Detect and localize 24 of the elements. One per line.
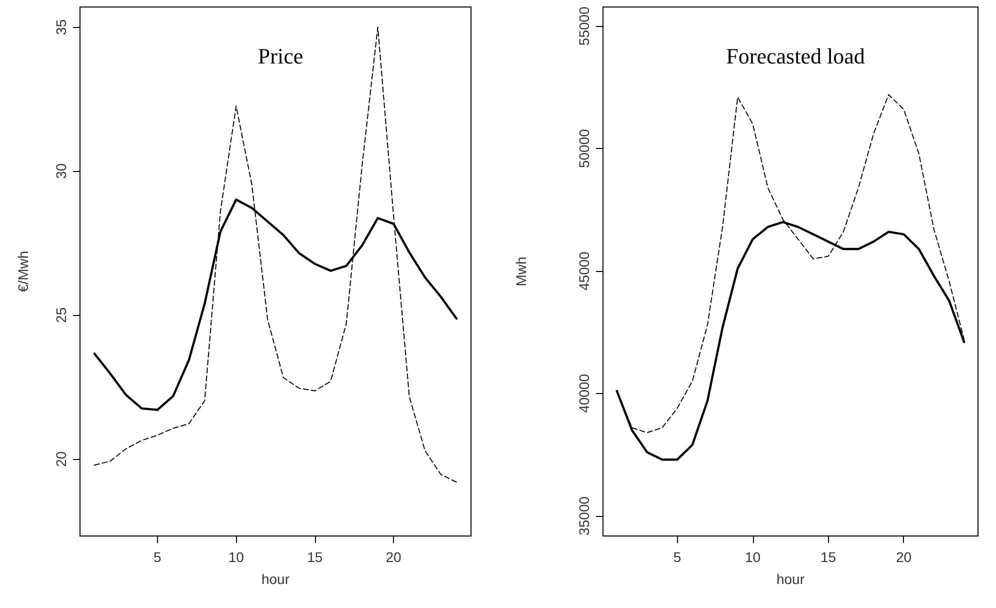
y-tick-label: 55000 xyxy=(576,6,592,46)
y-tick-label: 50000 xyxy=(576,128,592,168)
y-tick-label: 30 xyxy=(53,163,69,179)
x-axis-title: hour xyxy=(261,571,290,587)
x-tick-label: 20 xyxy=(386,549,402,565)
y-axis-title: Mwh xyxy=(513,256,529,286)
y-axis-title: €/Mwh xyxy=(15,250,31,292)
y-tick-label: 20 xyxy=(53,451,69,467)
x-tick-label: 5 xyxy=(154,549,162,565)
y-tick-label: 35000 xyxy=(576,496,592,536)
x-tick-label: 10 xyxy=(744,549,761,565)
x-tick-label: 15 xyxy=(820,549,836,565)
text: Forecasted load xyxy=(726,44,865,68)
x-axis-title: hour xyxy=(776,571,805,587)
x-tick-label: 5 xyxy=(673,549,682,565)
line-series xyxy=(94,26,458,483)
y-tick-label: 25 xyxy=(53,307,69,323)
y-tick-label: 40000 xyxy=(576,374,592,413)
x-tick-label: 20 xyxy=(896,549,912,565)
text: Price xyxy=(258,44,304,68)
x-tick-label: 15 xyxy=(307,549,323,565)
y-tick-label: 35 xyxy=(53,19,69,35)
x-tick-label: 10 xyxy=(228,549,244,565)
y-tick-label: 45000 xyxy=(576,251,592,290)
